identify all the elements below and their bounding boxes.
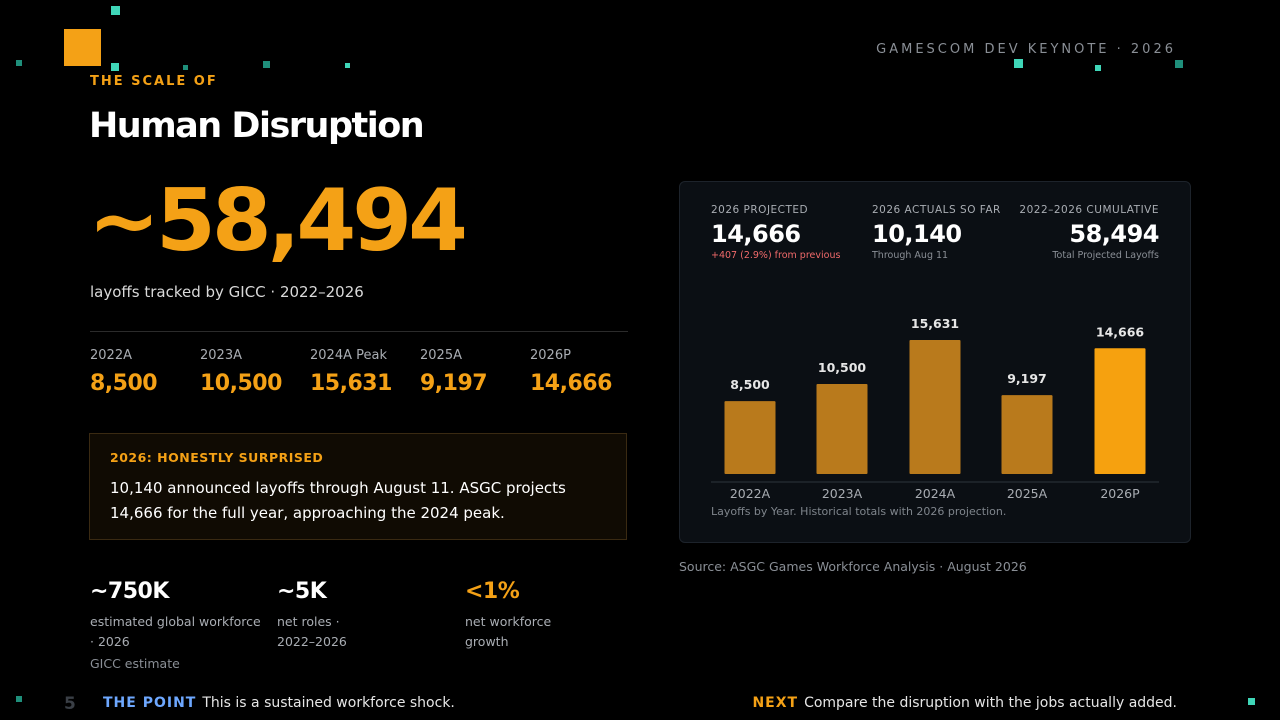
divider	[90, 331, 628, 332]
data-label: 10,500	[818, 360, 867, 375]
year-label: 2026P	[530, 348, 571, 363]
section-kicker: THE SCALE OF	[90, 74, 218, 89]
footer-next: NEXT Compare the disruption with the jobs…	[752, 695, 1177, 711]
year-label: 2023A	[200, 348, 242, 363]
teal-pixel	[263, 61, 270, 68]
teal-pixel	[183, 65, 188, 70]
x-tick-label: 2023A	[822, 486, 863, 501]
point-tag: THE POINT	[103, 695, 197, 711]
year-label: 2025A	[420, 348, 462, 363]
kpi-cumulative: 2022–2026 CUMULATIVE 58,494 Total Projec…	[1019, 204, 1159, 261]
teal-pixel	[16, 60, 22, 66]
accent-square	[64, 29, 101, 66]
kpi-label: 2022–2026 CUMULATIVE	[1019, 204, 1159, 216]
year-value: 14,666	[530, 371, 612, 396]
teal-pixel	[111, 63, 119, 71]
workforce-stat: ~750K estimated global workforce · 2026 …	[90, 579, 270, 671]
event-label: GAMESCOM DEV KEYNOTE · 2026	[876, 42, 1176, 57]
year-value: 10,500	[200, 371, 282, 396]
bar	[1094, 348, 1146, 474]
year-stat: 2024A Peak 15,631	[310, 348, 420, 396]
stat-desc-line: · 2026	[90, 634, 130, 649]
point-text: This is a sustained workforce shock.	[202, 695, 455, 711]
year-value: 8,500	[90, 371, 158, 396]
year-value: 15,631	[310, 371, 392, 396]
data-label: 9,197	[1007, 371, 1047, 386]
bar	[724, 401, 776, 474]
kpi-value: 14,666	[711, 220, 801, 248]
chart-caption: Layoffs by Year. Historical totals with …	[711, 505, 1006, 518]
stat-note: GICC estimate	[90, 656, 180, 671]
kpi-label: 2026 ACTUALS SO FAR	[872, 204, 1001, 216]
footer-point: THE POINT This is a sustained workforce s…	[103, 695, 455, 711]
data-label: 14,666	[1096, 324, 1145, 339]
stat-desc-line: net workforce	[465, 614, 552, 629]
page-number: 5	[64, 694, 76, 714]
kpi-value: 58,494	[1069, 220, 1159, 248]
teal-pixel	[1014, 59, 1023, 68]
stat-desc-line: net roles ·	[277, 614, 340, 629]
teal-pixel	[1095, 65, 1101, 71]
year-label: 2022A	[90, 348, 132, 363]
x-tick-label: 2022A	[730, 486, 771, 501]
data-label: 8,500	[730, 377, 770, 392]
net-roles-stat: ~5K net roles · 2022–2026	[277, 579, 457, 652]
callout-box: 2026: HONESTLY SURPRISED 10,140 announce…	[89, 433, 627, 540]
stat-value: ~5K	[277, 579, 327, 604]
growth-stat: <1% net workforce growth	[465, 579, 645, 652]
stat-desc-line: growth	[465, 634, 509, 649]
stat-desc-line: 2022–2026	[277, 634, 347, 649]
teal-pixel	[16, 696, 22, 702]
teal-pixel	[111, 6, 120, 15]
x-tick-label: 2024A	[915, 486, 956, 501]
stat-value: ~750K	[90, 579, 169, 604]
kpi-note: Through Aug 11	[872, 250, 949, 261]
kpi-value: 10,140	[872, 220, 962, 248]
next-text: Compare the disruption with the jobs act…	[804, 695, 1177, 711]
bar-chart: 8,500 2022A 10,500 2023A 15,631 2024A 9,197 202…	[711, 316, 1159, 518]
hero-subtitle: layoffs tracked by GICC · 2022–2026	[90, 283, 364, 301]
teal-pixel	[1175, 60, 1183, 68]
year-label: 2024A Peak	[310, 348, 387, 363]
next-tag: NEXT	[752, 695, 799, 711]
chart-panel: 2026 PROJECTED 14,666 +407 (2.9%) from p…	[679, 181, 1191, 543]
stat-value: <1%	[465, 579, 520, 604]
year-value: 9,197	[420, 371, 488, 396]
hero-total: ~58,494	[88, 171, 468, 271]
kpi-change: +407 (2.9%) from previous	[711, 250, 841, 261]
stat-description: net roles · 2022–2026	[277, 612, 457, 652]
kpi-note: Total Projected Layoffs	[1052, 250, 1159, 261]
year-stat: 2022A 8,500	[90, 348, 200, 396]
page-title: Human Disruption	[89, 106, 425, 146]
bar	[816, 383, 868, 474]
callout-title: 2026: HONESTLY SURPRISED	[110, 450, 324, 465]
x-tick-label: 2025A	[1007, 486, 1048, 501]
x-tick-label: 2026P	[1100, 486, 1140, 501]
stat-description: estimated global workforce · 2026	[90, 612, 270, 652]
year-stat: 2025A 9,197	[420, 348, 530, 396]
bar	[909, 340, 961, 474]
kpi-actuals: 2026 ACTUALS SO FAR 10,140 Through Aug 1…	[872, 204, 1001, 261]
year-stat: 2026P 14,666	[530, 348, 640, 396]
callout-text: 10,140 announced layoffs through August …	[110, 479, 566, 522]
stat-description: net workforce growth	[465, 612, 645, 652]
kpi-projected: 2026 PROJECTED 14,666 +407 (2.9%) from p…	[711, 204, 840, 261]
year-stat: 2023A 10,500	[200, 348, 310, 396]
teal-pixel	[345, 63, 350, 68]
kpi-label: 2026 PROJECTED	[711, 204, 809, 216]
source-note: Source: ASGC Games Workforce Analysis · …	[679, 559, 1027, 574]
bar	[1001, 395, 1053, 474]
stat-desc-line: estimated global workforce	[90, 614, 261, 629]
teal-pixel	[1248, 698, 1255, 705]
data-label: 15,631	[911, 316, 959, 331]
